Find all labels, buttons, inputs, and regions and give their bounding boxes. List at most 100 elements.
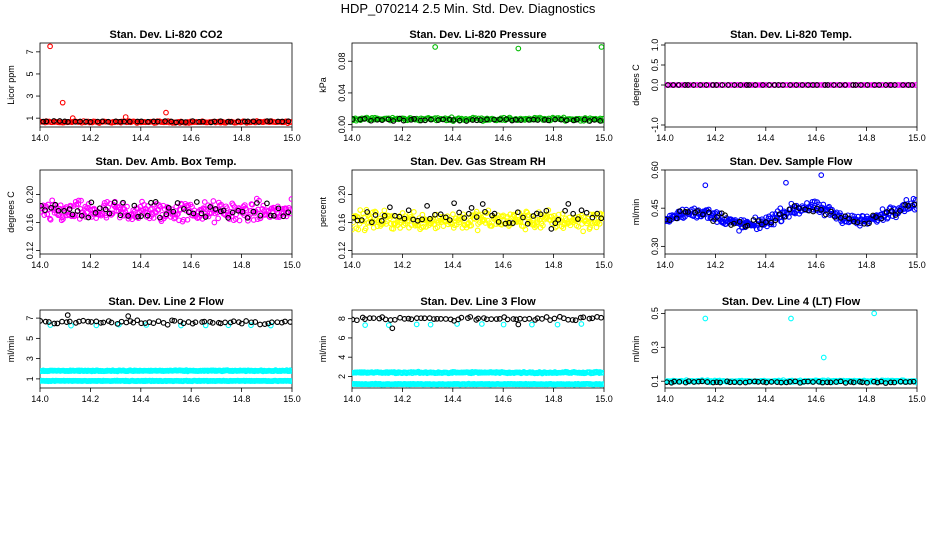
data-point bbox=[572, 317, 579, 324]
data-point bbox=[218, 201, 224, 208]
data-point bbox=[215, 215, 221, 222]
data-point bbox=[768, 379, 775, 385]
data-point bbox=[513, 316, 520, 323]
data-point bbox=[138, 213, 144, 220]
data-point bbox=[537, 211, 544, 218]
data-point bbox=[469, 117, 476, 123]
x-tick-label: 14.4 bbox=[132, 394, 150, 404]
data-point bbox=[286, 368, 292, 374]
data-point bbox=[682, 82, 688, 88]
data-point bbox=[511, 212, 518, 219]
data-point bbox=[61, 118, 68, 125]
data-point bbox=[177, 206, 184, 213]
data-point bbox=[690, 82, 697, 88]
data-point bbox=[746, 82, 753, 88]
data-point bbox=[419, 216, 425, 223]
data-point bbox=[230, 318, 237, 325]
chart-title: Stan. Dev. Line 2 Flow bbox=[108, 296, 224, 308]
data-point bbox=[491, 210, 498, 217]
chart-panel-5: Stan. Dev. Gas Stream RH 14.0 14.2 14.4 14.6… bbox=[318, 156, 613, 270]
data-point bbox=[578, 207, 585, 214]
data-points bbox=[40, 195, 292, 226]
data-point bbox=[42, 318, 49, 325]
data-point bbox=[267, 118, 274, 125]
data-point bbox=[771, 82, 778, 88]
series-2 bbox=[665, 378, 917, 386]
data-point bbox=[873, 214, 879, 220]
y-tick-label: -1.0 bbox=[650, 117, 660, 133]
data-point bbox=[264, 118, 270, 124]
data-point bbox=[482, 208, 488, 215]
data-point bbox=[270, 212, 277, 219]
y-tick-label: 2 bbox=[337, 374, 347, 379]
x-tick-label: 15.0 bbox=[283, 394, 301, 404]
data-point bbox=[420, 224, 427, 230]
x-tick-label: 14.4 bbox=[132, 133, 150, 143]
data-point bbox=[575, 223, 582, 230]
data-point bbox=[174, 200, 181, 206]
data-points bbox=[352, 44, 604, 124]
data-point bbox=[778, 379, 785, 386]
data-point bbox=[497, 116, 503, 123]
data-point bbox=[96, 205, 103, 212]
data-point bbox=[704, 215, 711, 221]
data-point bbox=[811, 198, 818, 205]
data-point bbox=[763, 219, 769, 225]
data-point bbox=[51, 320, 58, 327]
y-tick-label: 7 bbox=[25, 316, 35, 321]
data-point bbox=[401, 316, 408, 322]
data-point bbox=[911, 206, 917, 213]
x-tick-label: 14.6 bbox=[182, 394, 200, 404]
data-point bbox=[355, 226, 362, 233]
x-tick-label: 14.4 bbox=[444, 394, 462, 404]
x-tick-label: 14.4 bbox=[757, 260, 775, 270]
x-tick-label: 15.0 bbox=[595, 260, 613, 270]
data-point bbox=[722, 212, 728, 219]
data-point bbox=[265, 320, 272, 327]
data-point bbox=[754, 82, 761, 88]
data-point bbox=[682, 379, 689, 386]
data-point bbox=[554, 321, 561, 328]
data-point bbox=[706, 209, 712, 216]
data-point bbox=[598, 215, 604, 222]
data-point bbox=[473, 214, 480, 220]
data-points bbox=[665, 310, 917, 386]
data-point bbox=[884, 215, 891, 222]
data-point bbox=[77, 118, 83, 125]
data-point bbox=[743, 82, 750, 88]
data-point bbox=[109, 210, 116, 217]
x-tick-label: 15.0 bbox=[908, 133, 926, 143]
data-point bbox=[288, 378, 292, 384]
data-point bbox=[189, 320, 196, 327]
data-point bbox=[242, 118, 248, 125]
data-point bbox=[100, 319, 107, 326]
data-point bbox=[397, 314, 403, 321]
data-point bbox=[274, 206, 280, 213]
data-point bbox=[709, 82, 716, 88]
data-point bbox=[504, 316, 511, 323]
y-tick-label: 0.5 bbox=[650, 59, 660, 72]
data-point bbox=[201, 318, 208, 325]
data-point bbox=[180, 216, 187, 223]
data-point bbox=[502, 220, 509, 227]
data-point bbox=[274, 319, 281, 326]
data-point bbox=[85, 318, 92, 325]
data-point bbox=[713, 379, 720, 386]
data-point bbox=[598, 314, 604, 321]
data-point bbox=[352, 116, 356, 122]
y-tick-label: 0.5 bbox=[650, 307, 660, 320]
series-1 bbox=[40, 367, 292, 375]
data-point bbox=[673, 215, 680, 222]
data-point bbox=[522, 226, 529, 233]
data-point bbox=[59, 99, 66, 106]
data-point bbox=[440, 223, 447, 229]
data-point bbox=[534, 117, 541, 123]
data-point bbox=[479, 201, 486, 207]
data-point bbox=[171, 317, 178, 324]
data-point bbox=[485, 207, 492, 214]
data-point bbox=[478, 117, 484, 123]
data-point bbox=[842, 380, 849, 386]
y-axis-label: ml/min bbox=[631, 199, 641, 226]
data-point bbox=[397, 225, 403, 231]
data-point bbox=[267, 212, 274, 219]
